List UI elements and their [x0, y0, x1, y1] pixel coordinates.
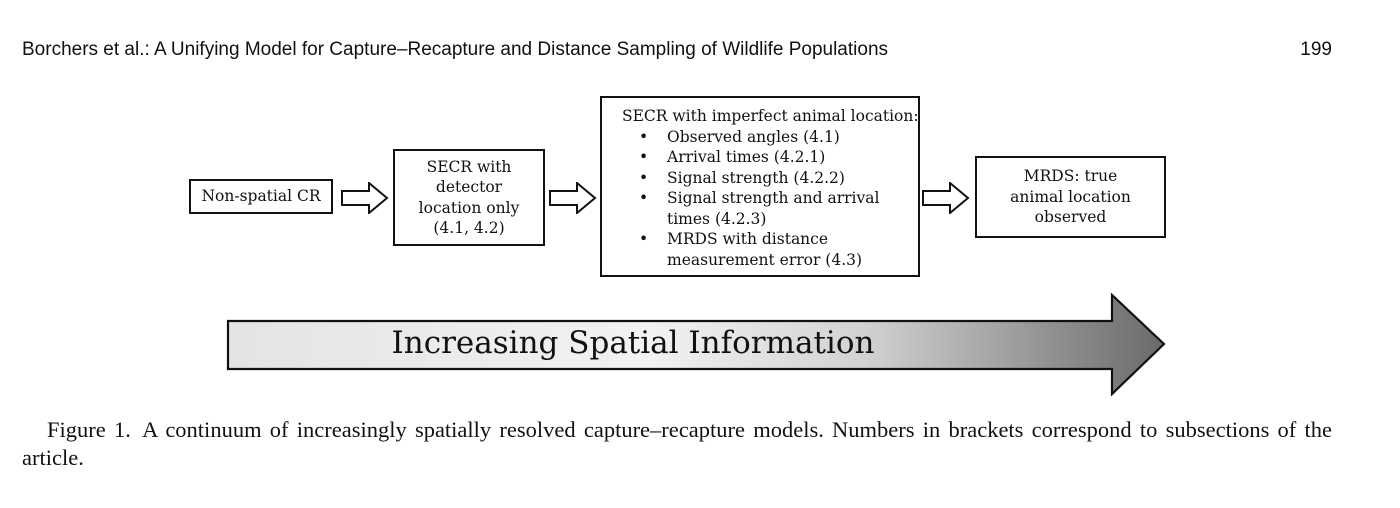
- running-title: Borchers et al.: A Unifying Model for Ca…: [22, 39, 889, 60]
- list-item-text: Signal strength (4.2.2): [667, 168, 845, 187]
- list-item: Signal strength and arrival times (4.2.3…: [622, 188, 906, 229]
- list-item: Arrival times (4.2.1): [622, 147, 906, 168]
- box-line: detector: [435, 178, 503, 196]
- list-item-text: measurement error (4.3): [667, 250, 863, 269]
- figure-caption: Figure 1. A continuum of increasingly sp…: [22, 417, 1332, 470]
- list-item: Observed angles (4.1): [622, 127, 906, 148]
- box-line: location only: [418, 198, 520, 217]
- box-line: animal location: [1010, 187, 1131, 206]
- non-spatial-cr-box: Non-spatial CR: [189, 179, 333, 214]
- list-item: MRDS with distance measurement error (4.…: [622, 229, 906, 270]
- hollow-right-arrow-icon: [549, 182, 597, 214]
- non-spatial-cr-label: Non-spatial CR: [201, 187, 321, 206]
- list-item-text: Arrival times (4.2.1): [667, 148, 826, 166]
- list-item-text: Signal strength and arrival: [667, 189, 880, 207]
- bullet-list: Observed angles (4.1) Arrival times (4.2…: [622, 127, 906, 271]
- running-header: Borchers et al.: A Unifying Model for Ca…: [22, 38, 1332, 62]
- list-item: Signal strength (4.2.2): [622, 168, 906, 189]
- spatial-information-label: Increasing Spatial Information: [391, 325, 875, 361]
- box-line: (4.1, 4.2): [433, 219, 505, 237]
- box-line: SECR with: [426, 157, 512, 176]
- hollow-right-arrow-icon: [922, 182, 970, 214]
- hollow-right-arrow-icon: [341, 182, 389, 214]
- box-line: observed: [1034, 208, 1107, 227]
- secr-detector-location-box: SECR with detector location only (4.1, 4…: [393, 149, 545, 246]
- list-item-text: Observed angles (4.1): [667, 127, 840, 146]
- secr-imperfect-location-box: SECR with imperfect animal location: Obs…: [600, 96, 920, 277]
- gradient-right-arrow-icon: [226, 293, 1166, 397]
- mrds-true-location-box: MRDS: true animal location observed: [975, 156, 1166, 238]
- page-number: 199: [1300, 39, 1332, 60]
- box-heading: SECR with imperfect animal location:: [622, 107, 919, 125]
- list-item-text: MRDS with distance: [667, 230, 829, 248]
- box-line: MRDS: true: [1023, 167, 1118, 186]
- list-item-text: times (4.2.3): [667, 209, 767, 228]
